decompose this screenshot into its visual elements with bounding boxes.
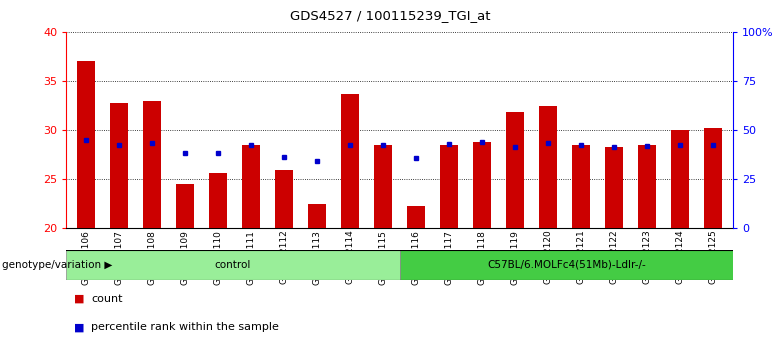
Text: percentile rank within the sample: percentile rank within the sample bbox=[91, 322, 279, 332]
Bar bbox=[176, 184, 194, 228]
Bar bbox=[77, 61, 95, 228]
Bar bbox=[506, 113, 524, 228]
Text: ■: ■ bbox=[74, 322, 84, 332]
Bar bbox=[638, 145, 657, 228]
Text: count: count bbox=[91, 294, 122, 304]
Bar bbox=[672, 130, 690, 228]
Bar bbox=[573, 145, 590, 228]
Text: ■: ■ bbox=[74, 294, 84, 304]
Bar bbox=[399, 250, 733, 280]
Text: control: control bbox=[215, 259, 251, 270]
Bar bbox=[341, 94, 360, 228]
Bar bbox=[539, 105, 558, 228]
Bar bbox=[143, 101, 161, 228]
Bar bbox=[66, 250, 399, 280]
Text: C57BL/6.MOLFc4(51Mb)-Ldlr-/-: C57BL/6.MOLFc4(51Mb)-Ldlr-/- bbox=[487, 259, 646, 270]
Bar bbox=[242, 145, 261, 228]
Bar bbox=[308, 204, 326, 228]
Bar bbox=[473, 142, 491, 228]
Bar bbox=[110, 103, 128, 228]
Bar bbox=[209, 173, 227, 228]
Text: genotype/variation ▶: genotype/variation ▶ bbox=[2, 259, 112, 270]
Bar bbox=[275, 170, 293, 228]
Bar bbox=[704, 128, 722, 228]
Bar bbox=[407, 206, 425, 228]
Bar bbox=[374, 145, 392, 228]
Bar bbox=[605, 147, 623, 228]
Bar bbox=[440, 145, 459, 228]
Text: GDS4527 / 100115239_TGI_at: GDS4527 / 100115239_TGI_at bbox=[289, 9, 491, 22]
